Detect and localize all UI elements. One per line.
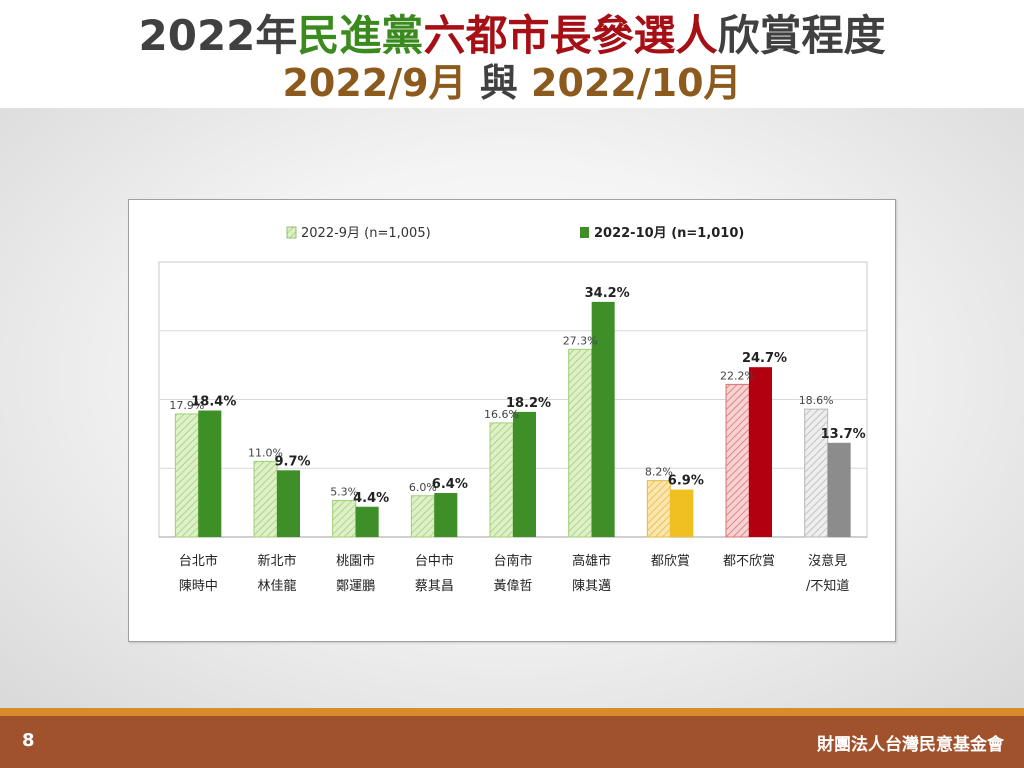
bar-oct bbox=[827, 442, 851, 537]
data-label-sep: 5.3% bbox=[330, 486, 358, 499]
category-label: 台南市 bbox=[493, 553, 532, 569]
bar-oct bbox=[355, 506, 379, 537]
data-label-oct: 6.4% bbox=[432, 477, 468, 492]
title-line2-segment: 2022/10月 bbox=[531, 61, 742, 105]
bar-chart: 2022-9月 (n=1,005) 2022-10月 (n=1,010) 17.9%… bbox=[158, 226, 868, 594]
title-subtitle: 2022/9月 與 2022/10月 bbox=[0, 60, 1024, 106]
footer-stripe bbox=[0, 708, 1024, 716]
legend-swatch-sep bbox=[286, 226, 297, 239]
data-label-sep: 22.2% bbox=[720, 369, 755, 382]
category-label: 台北市 bbox=[179, 553, 218, 569]
data-label-sep: 11.0% bbox=[248, 446, 283, 459]
bar-sep bbox=[725, 383, 750, 538]
bar-sep bbox=[410, 495, 435, 538]
data-label-oct: 34.2% bbox=[585, 286, 630, 301]
data-label-sep: 6.0% bbox=[409, 481, 437, 494]
bar-sep bbox=[646, 480, 671, 538]
data-label-sep: 16.6% bbox=[484, 408, 519, 421]
title-line1-segment: 民進黨 bbox=[297, 11, 424, 60]
footer-bar: 8 財團法人台灣民意基金會 bbox=[0, 716, 1024, 768]
bar-oct bbox=[198, 410, 222, 537]
category-label: 都欣賞 bbox=[651, 554, 690, 569]
category-sublabel: 陳其邁 bbox=[572, 579, 611, 594]
data-label-oct: 4.4% bbox=[353, 491, 389, 506]
title-main: 2022年民進黨六都市長參選人欣賞程度 bbox=[0, 10, 1024, 62]
data-label-oct: 18.4% bbox=[191, 395, 236, 410]
category-sublabel: 陳時中 bbox=[179, 579, 218, 594]
category-sublabel: /不知道 bbox=[806, 578, 849, 594]
bar-sep bbox=[332, 500, 357, 538]
data-label-oct: 9.7% bbox=[274, 454, 310, 469]
data-label-oct: 18.2% bbox=[506, 396, 551, 411]
bar-oct bbox=[434, 493, 458, 537]
bar-sep bbox=[253, 460, 278, 538]
bar-sep bbox=[568, 348, 593, 538]
bar-sep bbox=[174, 413, 199, 538]
data-label-oct: 13.7% bbox=[821, 427, 866, 442]
category-label: 都不欣賞 bbox=[723, 554, 775, 569]
bar-oct bbox=[749, 367, 772, 537]
page-number: 8 bbox=[22, 730, 35, 751]
category-sublabel: 蔡其昌 bbox=[415, 579, 454, 594]
bar-sep bbox=[489, 422, 514, 538]
category-label: 台中市 bbox=[415, 553, 454, 569]
data-label-sep: 18.6% bbox=[799, 394, 834, 407]
category-label: 新北市 bbox=[257, 553, 296, 569]
slide-title: 2022年民進黨六都市長參選人欣賞程度 2022/9月 與 2022/10月 bbox=[0, 0, 1024, 108]
data-label-oct: 24.7% bbox=[742, 351, 787, 366]
category-label: 桃園市 bbox=[336, 553, 375, 569]
title-line1-segment: 欣賞程度 bbox=[717, 11, 886, 60]
category-sublabel: 黃偉哲 bbox=[493, 579, 532, 594]
category-sublabel: 林佳龍 bbox=[257, 578, 296, 594]
data-label-sep: 27.3% bbox=[563, 334, 598, 347]
data-label-sep: 17.9% bbox=[169, 399, 204, 412]
bar-oct bbox=[591, 301, 615, 537]
legend-label-oct: 2022-10月 (n=1,010) bbox=[594, 226, 744, 241]
title-line1-segment: 六都市長參選人 bbox=[423, 11, 718, 60]
title-line2-segment: 與 bbox=[466, 61, 532, 105]
chart-frame: 2022-9月 (n=1,005) 2022-10月 (n=1,010) 17.9%… bbox=[128, 199, 896, 642]
category-label: 高雄市 bbox=[572, 553, 611, 569]
bar-oct bbox=[670, 489, 694, 537]
data-label-sep: 8.2% bbox=[645, 466, 673, 479]
category-label: 沒意見 bbox=[808, 553, 847, 569]
category-sublabel: 鄭運鵬 bbox=[336, 579, 375, 594]
title-line2-segment: 2022/9月 bbox=[282, 61, 467, 105]
organization-name: 財團法人台灣民意基金會 bbox=[817, 735, 1004, 755]
legend-label-sep: 2022-9月 (n=1,005) bbox=[301, 226, 431, 241]
bar-oct bbox=[513, 411, 536, 537]
legend-swatch-oct bbox=[580, 227, 589, 238]
title-line1-segment: 2022年 bbox=[138, 11, 298, 60]
bar-oct bbox=[277, 470, 300, 537]
data-label-oct: 6.9% bbox=[668, 474, 704, 489]
